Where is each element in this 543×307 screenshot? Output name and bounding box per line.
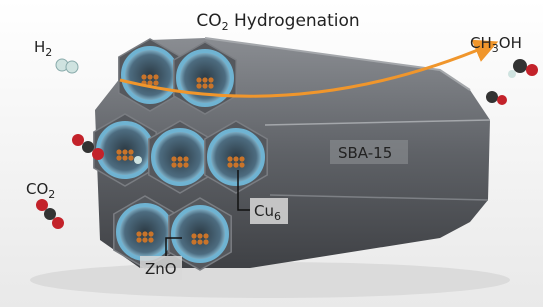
co2-molecule [82, 141, 94, 153]
shadow [30, 262, 510, 298]
particle [128, 155, 133, 160]
methanol-molecule [526, 64, 538, 76]
co2-molecule [92, 148, 104, 160]
methanol-molecule [486, 91, 498, 103]
title-text: CO [196, 11, 221, 31]
label-text: OH [499, 34, 522, 52]
particle [122, 155, 127, 160]
co2-molecule [36, 199, 48, 211]
label-text: CH [470, 34, 492, 52]
particle [227, 156, 232, 161]
label-text: Cu [254, 202, 274, 220]
particle [148, 231, 153, 236]
methanol-molecule [508, 70, 516, 78]
particle [196, 83, 201, 88]
title-subscript: 2 [222, 20, 229, 33]
particle [142, 237, 147, 242]
methanol-molecule [513, 59, 527, 73]
particle [153, 80, 158, 85]
label-subscript: 2 [48, 188, 55, 201]
h2-molecule [134, 156, 142, 164]
particle [197, 239, 202, 244]
sba15-label: SBA-15 [338, 144, 392, 162]
particle [196, 77, 201, 82]
particle [147, 74, 152, 79]
particle [116, 155, 121, 160]
particle [227, 162, 232, 167]
particle [171, 162, 176, 167]
particle [203, 233, 208, 238]
h2-molecule [66, 61, 78, 73]
particle [203, 239, 208, 244]
particle [202, 77, 207, 82]
particle [141, 74, 146, 79]
particle [233, 162, 238, 167]
co2-molecule [44, 208, 56, 220]
particle [171, 156, 176, 161]
label-subscript: 6 [274, 210, 281, 223]
particle [183, 162, 188, 167]
particle [153, 74, 158, 79]
particle [142, 231, 147, 236]
label-text: CO [26, 180, 48, 198]
label-text: H [34, 38, 45, 56]
particle [233, 156, 238, 161]
page: CO2 Hydrogenation H2 CH3OH SBA-15 CO2 Cu… [0, 0, 543, 307]
particle [208, 77, 213, 82]
particle [122, 149, 127, 154]
methanol-molecule [497, 95, 507, 105]
label-subscript: 3 [492, 42, 499, 55]
particle [208, 83, 213, 88]
particle [128, 149, 133, 154]
illustration: CO2 Hydrogenation H2 CH3OH SBA-15 CO2 Cu… [0, 0, 543, 307]
label-subscript: 2 [45, 46, 52, 59]
particle [183, 156, 188, 161]
particle [239, 162, 244, 167]
particle [197, 233, 202, 238]
particle [116, 149, 121, 154]
title: CO2 Hydrogenation [196, 11, 359, 33]
particle [136, 231, 141, 236]
particle [148, 237, 153, 242]
particle [177, 156, 182, 161]
particle [177, 162, 182, 167]
particle [191, 233, 196, 238]
particle [239, 156, 244, 161]
particle [202, 83, 207, 88]
particle [136, 237, 141, 242]
particle [191, 239, 196, 244]
zno-label: ZnO [145, 260, 177, 278]
title-rest: Hydrogenation [229, 11, 360, 31]
co2-molecule [52, 217, 64, 229]
co2-molecule [72, 134, 84, 146]
